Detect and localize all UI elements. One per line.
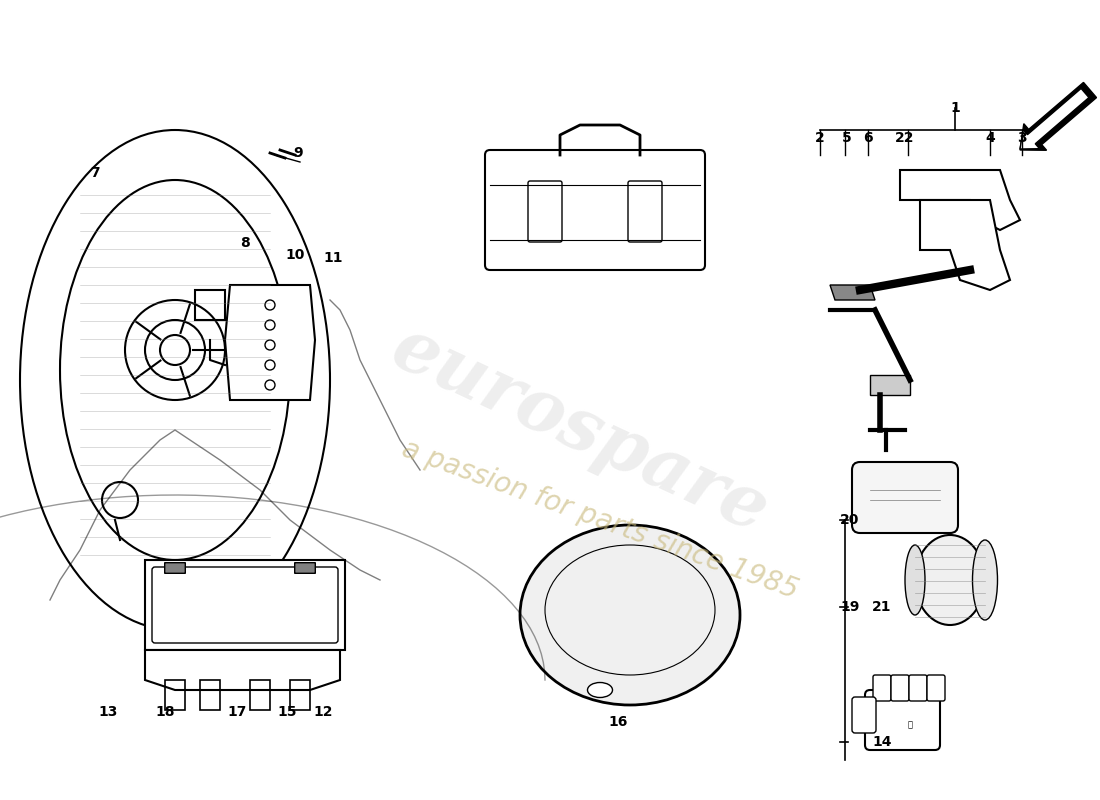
FancyArrow shape	[1020, 82, 1097, 150]
FancyArrow shape	[1020, 89, 1089, 149]
Text: a passion for parts since 1985: a passion for parts since 1985	[398, 435, 802, 605]
Text: 11: 11	[323, 251, 343, 265]
FancyBboxPatch shape	[485, 150, 705, 270]
Text: 10: 10	[285, 248, 305, 262]
Polygon shape	[226, 285, 315, 400]
FancyBboxPatch shape	[873, 675, 891, 701]
Text: 17: 17	[228, 705, 246, 719]
FancyBboxPatch shape	[852, 462, 958, 533]
Ellipse shape	[520, 525, 740, 705]
FancyBboxPatch shape	[852, 697, 876, 733]
Text: 6: 6	[864, 131, 872, 145]
Text: 16: 16	[608, 715, 628, 729]
Polygon shape	[145, 650, 340, 690]
Text: 2: 2	[815, 131, 825, 145]
Text: 4: 4	[986, 131, 994, 145]
Text: 12: 12	[314, 705, 332, 719]
Ellipse shape	[905, 545, 925, 615]
Text: 15: 15	[277, 705, 297, 719]
FancyBboxPatch shape	[927, 675, 945, 701]
Ellipse shape	[972, 540, 998, 620]
Polygon shape	[900, 170, 1020, 230]
Text: 20: 20	[840, 513, 860, 527]
Text: 18: 18	[155, 705, 175, 719]
Text: 7: 7	[90, 166, 100, 180]
Text: 21: 21	[872, 600, 892, 614]
Polygon shape	[870, 375, 910, 395]
Text: 3: 3	[1018, 131, 1026, 145]
Ellipse shape	[587, 682, 613, 698]
Text: 14: 14	[872, 735, 892, 749]
Text: 19: 19	[840, 600, 860, 614]
FancyBboxPatch shape	[865, 690, 940, 750]
FancyBboxPatch shape	[145, 560, 345, 650]
Text: 13: 13	[98, 705, 118, 719]
FancyBboxPatch shape	[165, 562, 185, 574]
FancyBboxPatch shape	[891, 675, 909, 701]
FancyBboxPatch shape	[295, 562, 316, 574]
Text: 8: 8	[240, 236, 250, 250]
Text: 9: 9	[294, 146, 302, 160]
Ellipse shape	[915, 535, 984, 625]
Polygon shape	[920, 200, 1010, 290]
Text: 1: 1	[950, 101, 960, 115]
Text: 5: 5	[843, 131, 851, 145]
Text: 22: 22	[895, 131, 915, 145]
Polygon shape	[830, 285, 874, 300]
FancyBboxPatch shape	[909, 675, 927, 701]
Text: 🐎: 🐎	[908, 721, 913, 730]
Text: eurospare: eurospare	[381, 312, 780, 548]
